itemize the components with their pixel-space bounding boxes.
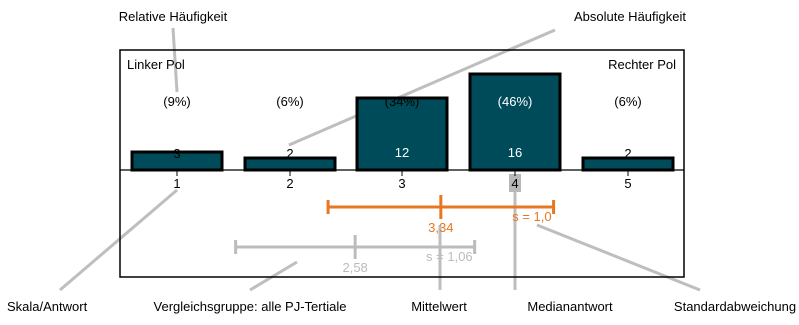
mean-annotation: Mittelwert bbox=[411, 299, 467, 314]
median-annotation: Medianantwort bbox=[527, 299, 613, 314]
bar-percent-label: (34%) bbox=[385, 94, 420, 109]
x-tick-label: 5 bbox=[624, 176, 631, 191]
bar-percent-label: (46%) bbox=[498, 94, 533, 109]
median-layer bbox=[509, 174, 521, 192]
bar-count-label: 2 bbox=[286, 146, 293, 161]
chart-frame bbox=[119, 49, 685, 278]
mean-errorbar-mean-label: 3,34 bbox=[428, 220, 453, 235]
x-tick-label: 3 bbox=[398, 176, 405, 191]
std-dev-annotation: Standardabweichung bbox=[674, 299, 796, 314]
bar-count-label: 3 bbox=[173, 146, 180, 161]
bar-count-label: 12 bbox=[395, 145, 409, 160]
x-tick-label: 4 bbox=[511, 176, 518, 191]
relative-freq-annotation: Relative Häufigkeit bbox=[119, 9, 228, 24]
scale-answer-connector bbox=[59, 188, 178, 292]
ticks-layer: 1 2 3 4 5 bbox=[173, 170, 632, 191]
comparison-group-connector bbox=[249, 260, 298, 292]
bar-count-label: 2 bbox=[624, 146, 631, 161]
bar-percent-label: (6%) bbox=[276, 94, 303, 109]
relative-freq-connector bbox=[171, 27, 179, 93]
x-tick-label: 2 bbox=[286, 176, 293, 191]
labels-layer: 3 (9%) 2 (6%) 12 (34%) 16 (46%) 2 (6%) bbox=[163, 94, 641, 161]
absolute-freq-connector bbox=[288, 28, 556, 147]
errorbar-layer: 3,34 s = 1,0 2,58 s = 1,06 bbox=[234, 195, 556, 275]
comparison-group-annotation: Vergleichsgruppe: alle PJ-Tertiale bbox=[154, 299, 347, 314]
scale-answer-annotation: Skala/Antwort bbox=[7, 299, 88, 314]
mean-errorbar-sd-label: s = 1,0 bbox=[512, 209, 551, 224]
bar-count-label: 16 bbox=[508, 145, 522, 160]
bars-layer bbox=[130, 72, 675, 172]
mean-errorbar: 3,34 s = 1,0 bbox=[326, 195, 556, 235]
right-pole-label: Rechter Pol bbox=[608, 57, 676, 72]
comparison-errorbar-sd-label: s = 1,06 bbox=[426, 249, 473, 264]
std-dev-connector bbox=[536, 223, 701, 292]
bar-percent-label: (9%) bbox=[163, 94, 190, 109]
x-tick-label: 1 bbox=[173, 176, 180, 191]
left-pole-label: Linker Pol bbox=[127, 57, 185, 72]
absolute-freq-annotation: Absolute Häufigkeit bbox=[574, 9, 686, 24]
comparison-errorbar: 2,58 s = 1,06 bbox=[234, 235, 477, 275]
median-highlight bbox=[509, 174, 521, 192]
bar bbox=[468, 72, 562, 172]
bar-percent-label: (6%) bbox=[614, 94, 641, 109]
comparison-errorbar-mean-label: 2,58 bbox=[342, 260, 367, 275]
